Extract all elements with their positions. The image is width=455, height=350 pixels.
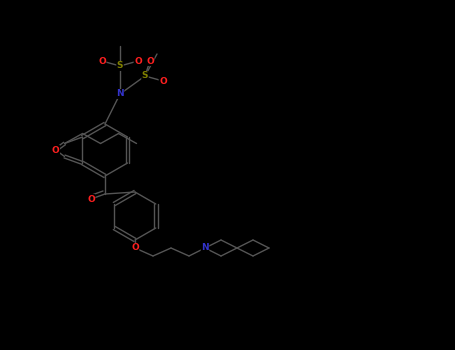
Text: N: N bbox=[201, 244, 209, 252]
Text: S: S bbox=[142, 71, 148, 80]
Text: N: N bbox=[116, 90, 124, 98]
Text: O: O bbox=[131, 244, 139, 252]
Text: O: O bbox=[159, 77, 167, 85]
Text: O: O bbox=[134, 56, 142, 65]
Text: S: S bbox=[117, 62, 123, 70]
Text: O: O bbox=[98, 56, 106, 65]
Text: O: O bbox=[146, 56, 154, 65]
Text: O: O bbox=[52, 146, 60, 154]
Text: O: O bbox=[87, 195, 95, 203]
